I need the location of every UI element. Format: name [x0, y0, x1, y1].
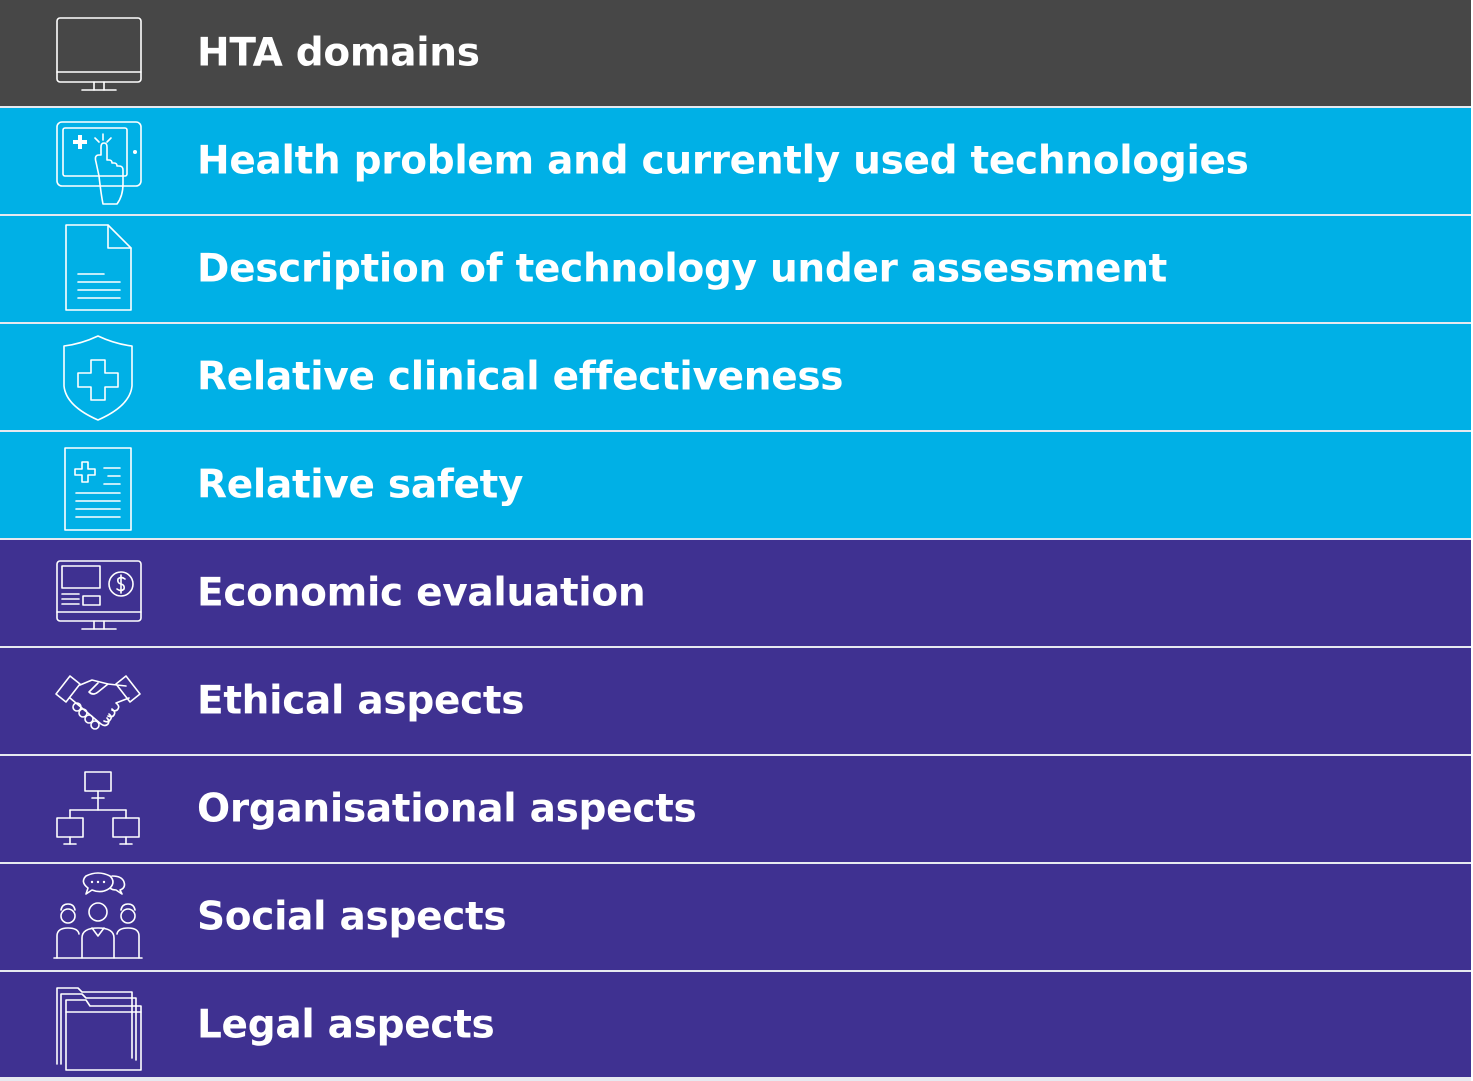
domain-label: Description of technology under assessme… [197, 246, 1167, 292]
domain-row: Legal aspects [0, 972, 1471, 1081]
document-icon [46, 222, 150, 316]
domain-row: Economic evaluation [0, 540, 1471, 648]
domain-row: Relative safety [0, 432, 1471, 540]
org-network-icon [46, 762, 150, 856]
monitor-dollar-icon [46, 546, 150, 640]
domain-label: Health problem and currently used techno… [197, 138, 1249, 184]
people-conversation-icon [46, 870, 150, 964]
medical-report-icon [46, 438, 150, 532]
domain-row: Health problem and currently used techno… [0, 108, 1471, 216]
medical-shield-icon [46, 330, 150, 424]
domain-row: Organisational aspects [0, 756, 1471, 864]
domain-row: Relative clinical effectiveness [0, 324, 1471, 432]
domain-label: Social aspects [197, 894, 507, 940]
domain-label: Legal aspects [197, 1002, 495, 1047]
domain-row: Social aspects [0, 864, 1471, 972]
domain-label: Economic evaluation [197, 570, 646, 616]
domain-label: Relative safety [197, 462, 524, 508]
handshake-icon [46, 654, 150, 748]
folders-icon [46, 978, 150, 1072]
header-row: HTA domains [0, 0, 1471, 108]
domain-label: Organisational aspects [197, 786, 697, 832]
domain-label: Relative clinical effectiveness [197, 354, 844, 400]
domain-row: Ethical aspects [0, 648, 1471, 756]
monitor-icon [46, 6, 150, 100]
touchscreen-hand-icon [46, 114, 150, 208]
domain-label: Ethical aspects [197, 678, 525, 724]
domain-row: Description of technology under assessme… [0, 216, 1471, 324]
header-label: HTA domains [197, 30, 480, 76]
